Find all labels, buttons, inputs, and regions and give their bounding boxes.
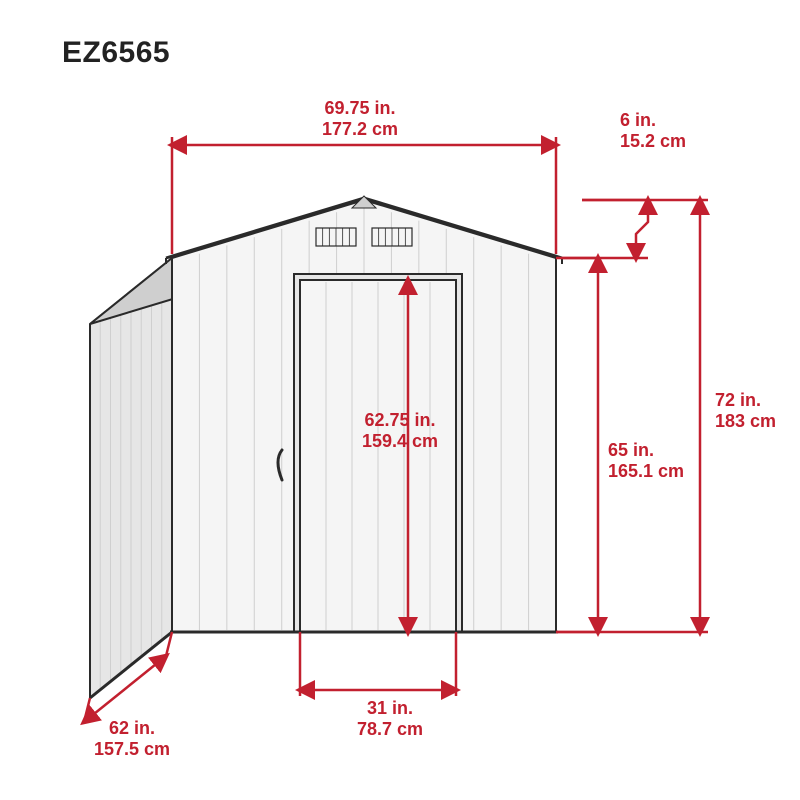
dim-door-height: 62.75 in.159.4 cm xyxy=(330,410,470,451)
dim-width-top: 69.75 in.177.2 cm xyxy=(260,98,460,139)
dim-door-width: 31 in.78.7 cm xyxy=(320,698,460,739)
dim-roof-rise: 6 in.15.2 cm xyxy=(620,110,686,151)
dim-depth: 62 in.157.5 cm xyxy=(72,718,192,759)
dim-wall-height: 65 in.165.1 cm xyxy=(608,440,684,481)
dim-total-height: 72 in.183 cm xyxy=(715,390,776,431)
